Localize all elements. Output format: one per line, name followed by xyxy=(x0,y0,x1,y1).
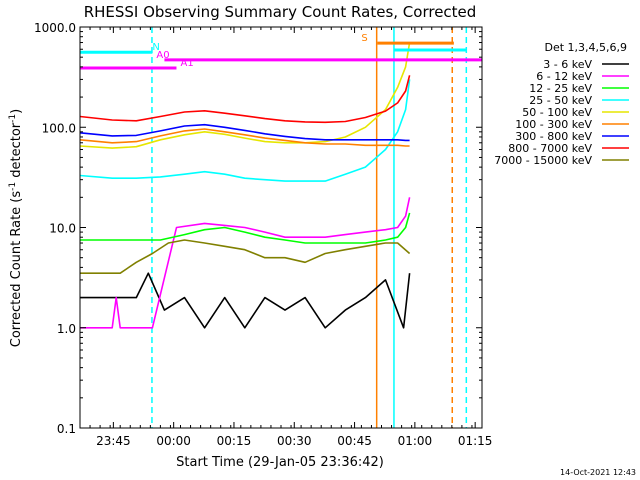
x-tick-label: 00:30 xyxy=(277,434,312,448)
series-line xyxy=(79,123,410,142)
series-line xyxy=(80,272,411,329)
series-line xyxy=(79,42,411,149)
series-line xyxy=(80,239,411,275)
series-line xyxy=(80,212,411,244)
legend-entry-label: 300 - 800 keV xyxy=(515,130,592,143)
x-tick-label: 00:45 xyxy=(337,434,372,448)
y-tick-label: 1000.0 xyxy=(34,21,76,35)
legend-entry-label: 7000 - 15000 keV xyxy=(494,154,592,167)
series-line xyxy=(79,79,411,182)
x-tick-label: 01:15 xyxy=(458,434,493,448)
y-tick-label: 1.0 xyxy=(57,322,76,336)
legend-entry-label: 25 - 50 keV xyxy=(529,94,592,107)
series-line xyxy=(79,75,411,124)
x-tick-label: 00:00 xyxy=(156,434,191,448)
state-bar-label: A0 xyxy=(156,50,169,61)
legend-entry-label: 6 - 12 keV xyxy=(536,70,592,83)
y-axis-label-part: ) xyxy=(9,109,24,114)
legend-title: Det 1,3,4,5,6,9 xyxy=(544,41,627,54)
series-line xyxy=(79,128,410,147)
x-tick-label: 23:45 xyxy=(96,434,131,448)
state-bar-label: S xyxy=(361,33,367,44)
state-bar-label: N xyxy=(152,42,159,53)
x-tick-label: 00:15 xyxy=(217,434,252,448)
legend-entry-label: 12 - 25 keV xyxy=(529,82,592,95)
series-line xyxy=(80,197,411,329)
legend-entry-label: 50 - 100 keV xyxy=(522,106,592,119)
x-axis-ticks: 23:45 00:00 00:15 00:30 00:45 01:00 01:15 xyxy=(79,27,493,448)
y-axis-label-part: Corrected Count Rate (s xyxy=(9,191,24,348)
y-axis-label-superscript: -1 xyxy=(8,114,18,123)
legend-entry-label: 3 - 6 keV xyxy=(543,58,592,71)
y-tick-label: 100.0 xyxy=(42,121,76,135)
state-bar-label: A1 xyxy=(181,58,194,69)
x-axis-label: Start Time (29-Jan-05 23:36:42) xyxy=(176,455,384,470)
legend-entry-label: 800 - 7000 keV xyxy=(508,142,592,155)
x-tick-label: 01:00 xyxy=(398,434,433,448)
y-axis-label-part: detector xyxy=(9,122,24,182)
timestamp: 14-Oct-2021 12:43 xyxy=(560,468,636,477)
series-layer xyxy=(79,42,411,329)
y-tick-label: 0.1 xyxy=(57,422,76,436)
chart-title: RHESSI Observing Summary Count Rates, Co… xyxy=(84,3,477,21)
y-axis-label-superscript: -1 xyxy=(8,182,18,191)
vertical-markers xyxy=(151,27,468,428)
y-tick-label: 10.0 xyxy=(49,222,76,236)
plot-frame xyxy=(79,26,483,429)
y-axis-label: Corrected Count Rate (s-1 detector-1) xyxy=(8,109,24,347)
legend-entry-label: 100 - 300 keV xyxy=(515,118,592,131)
y-axis-ticks: 0.1 1.0 10.0 100.0 1000.0 xyxy=(34,21,482,436)
attenuator-bars: NA0 A1 S xyxy=(80,33,482,70)
